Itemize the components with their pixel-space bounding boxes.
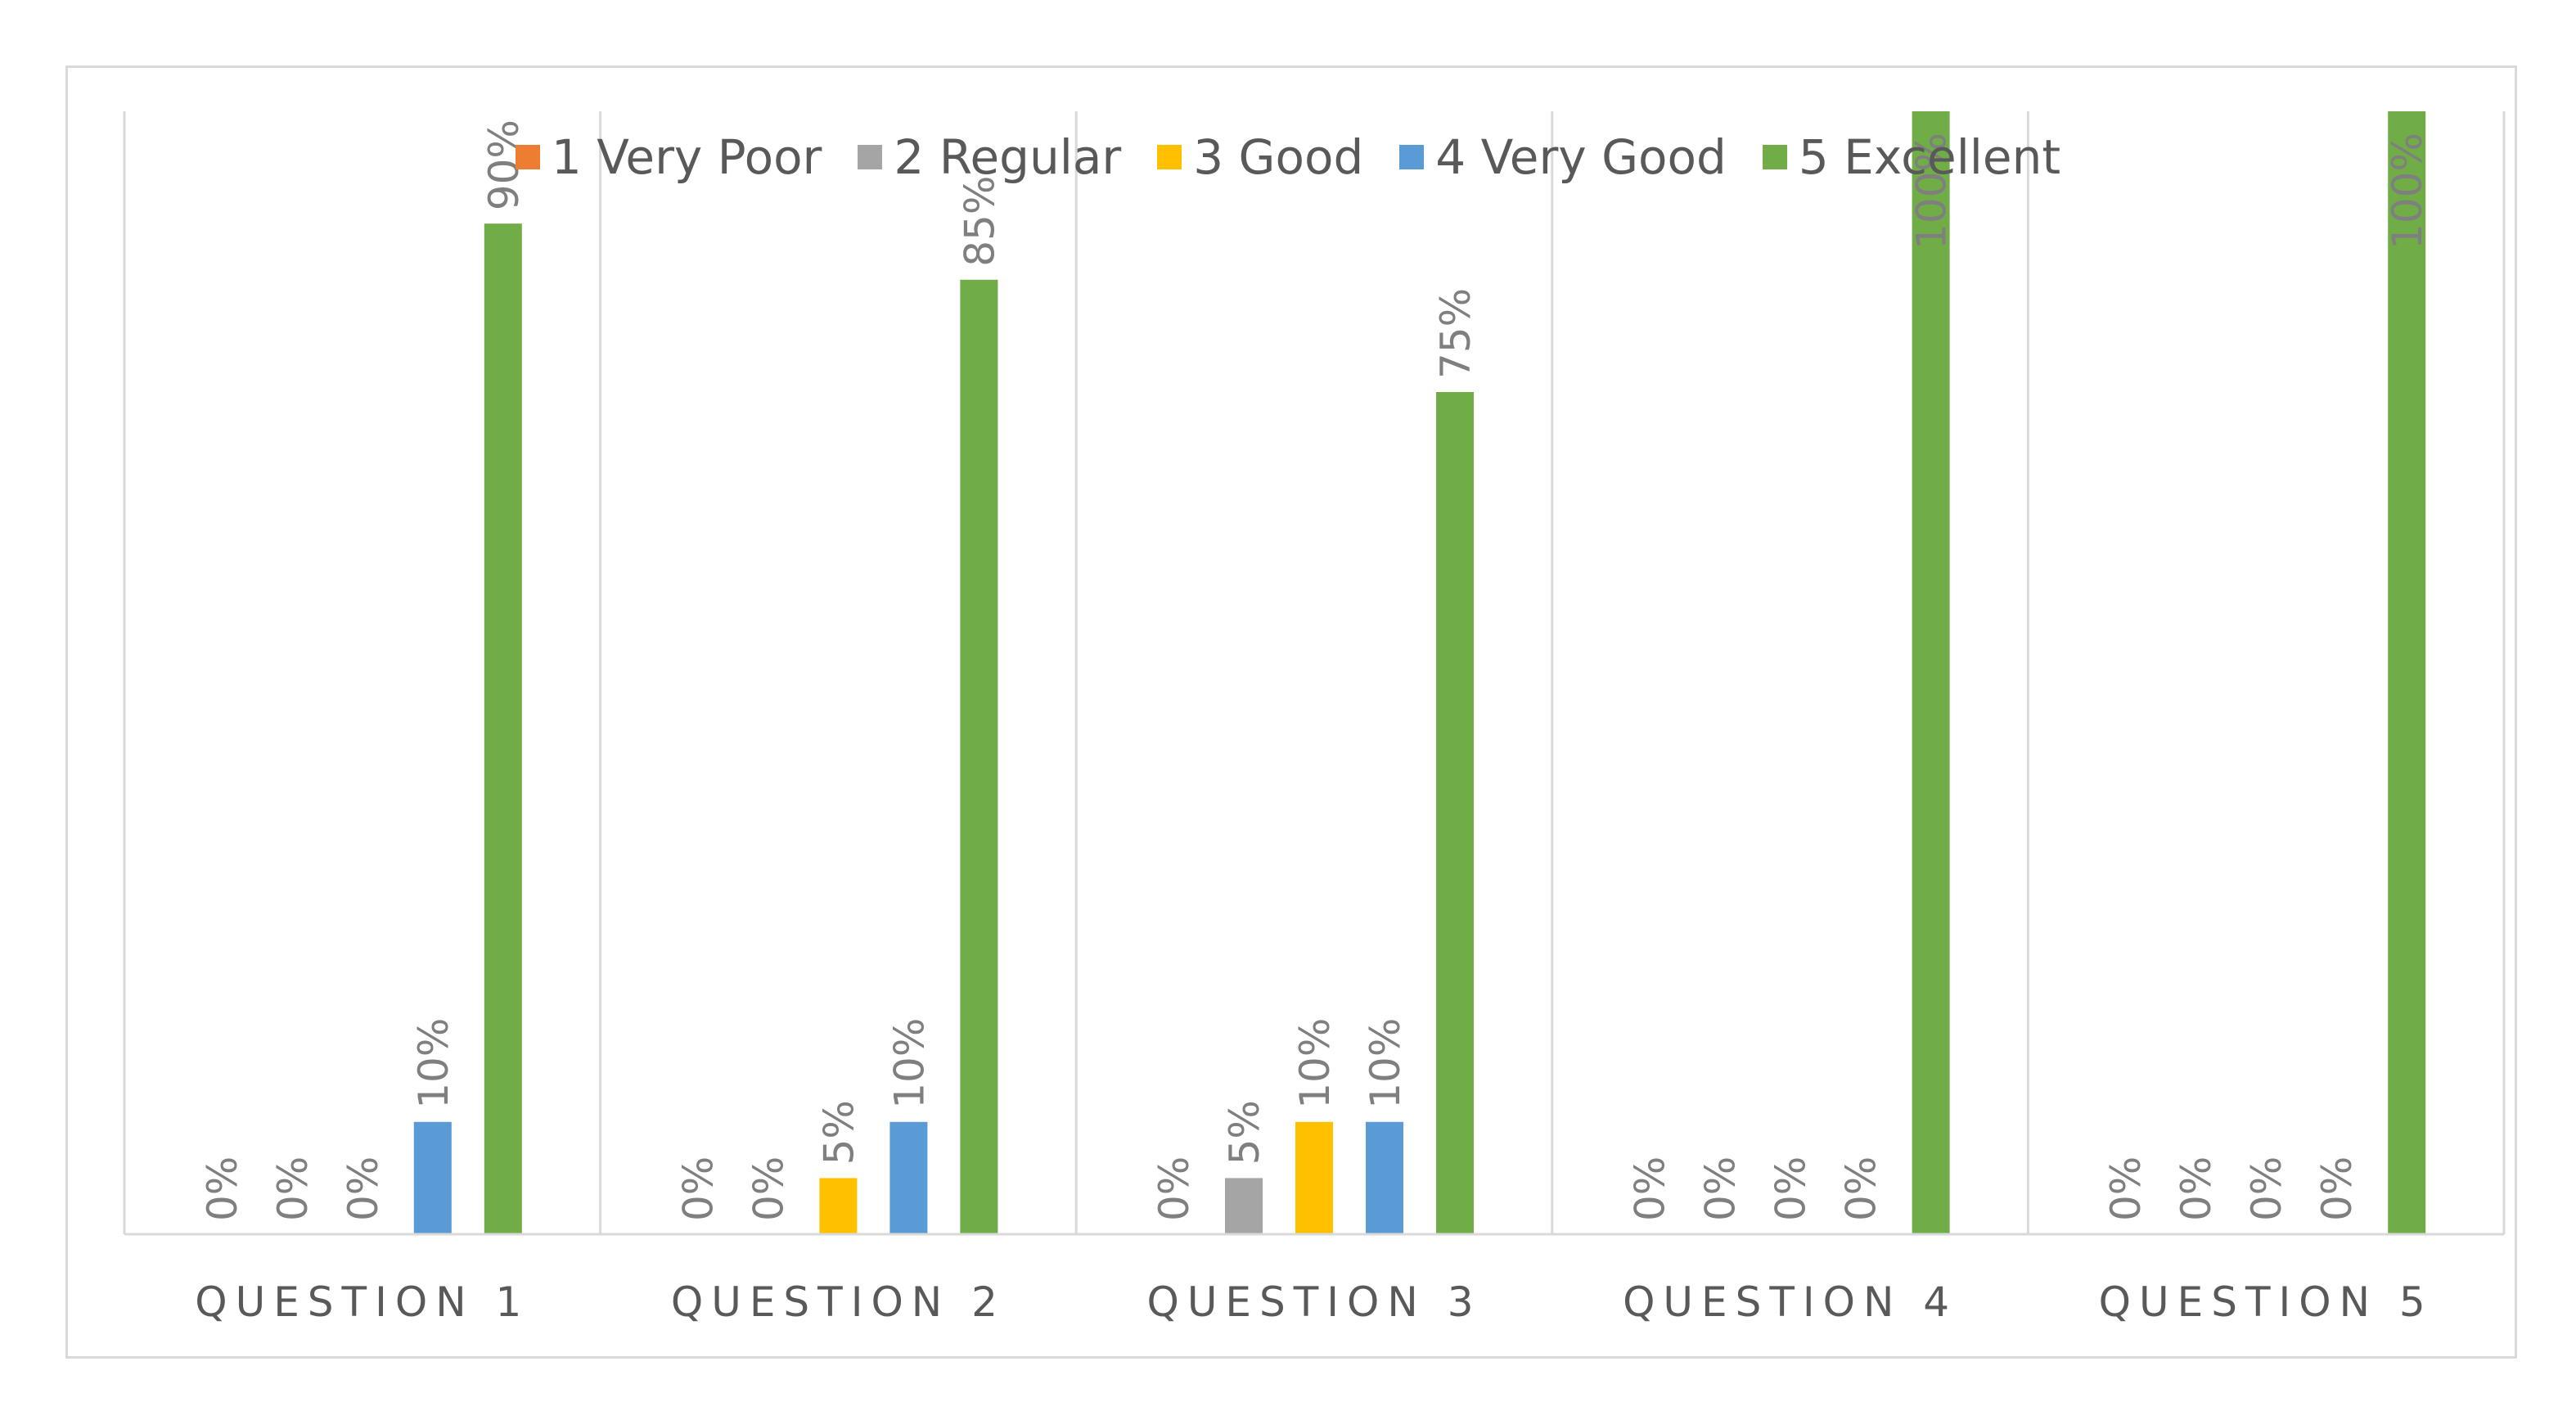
data-label: 10% bbox=[410, 1018, 457, 1109]
bar-3-4 bbox=[1366, 1121, 1403, 1234]
data-label: 0% bbox=[199, 1156, 246, 1221]
chart-frame bbox=[65, 65, 2517, 1359]
legend-label: 1 Very Poor bbox=[551, 129, 822, 185]
data-label: 100% bbox=[1908, 133, 1956, 250]
legend-item: 4 Very Good bbox=[1399, 129, 1727, 185]
data-label: 0% bbox=[2173, 1156, 2220, 1221]
legend-item: 1 Very Poor bbox=[515, 129, 822, 185]
legend-swatch bbox=[1762, 145, 1787, 169]
data-label: 75% bbox=[1432, 288, 1479, 379]
data-label: 0% bbox=[340, 1156, 387, 1221]
data-label: 0% bbox=[1768, 1156, 1815, 1221]
legend-swatch bbox=[858, 145, 883, 169]
bar-3-3 bbox=[1295, 1121, 1333, 1234]
category-label: QUESTION 3 bbox=[1146, 1278, 1481, 1326]
legend-swatch bbox=[1157, 145, 1182, 169]
bar-1-5 bbox=[484, 223, 522, 1235]
bar-3-5 bbox=[1436, 392, 1474, 1234]
data-label: 10% bbox=[1362, 1018, 1409, 1109]
data-label: 5% bbox=[1221, 1100, 1268, 1165]
legend-label: 2 Regular bbox=[894, 129, 1122, 185]
bar-3-2 bbox=[1225, 1178, 1263, 1234]
legend-swatch bbox=[515, 145, 540, 169]
legend-item: 2 Regular bbox=[858, 129, 1121, 185]
legend-swatch bbox=[1399, 145, 1425, 169]
bar-2-5 bbox=[960, 279, 998, 1234]
data-label: 0% bbox=[2313, 1156, 2361, 1221]
legend-item: 3 Good bbox=[1157, 129, 1363, 185]
data-label: 0% bbox=[674, 1156, 722, 1221]
data-label: 0% bbox=[2243, 1156, 2290, 1221]
data-label: 85% bbox=[956, 176, 1003, 267]
data-label: 0% bbox=[1151, 1156, 1198, 1221]
bar-2-3 bbox=[819, 1178, 858, 1234]
bar-5-5 bbox=[2388, 111, 2426, 1234]
data-label: 0% bbox=[1697, 1156, 1745, 1221]
data-label: 100% bbox=[2384, 133, 2431, 250]
bar-2-4 bbox=[889, 1121, 928, 1234]
legend-label: 4 Very Good bbox=[1435, 129, 1727, 185]
data-label: 0% bbox=[1838, 1156, 1885, 1221]
data-label: 10% bbox=[885, 1018, 933, 1109]
category-label: QUESTION 2 bbox=[671, 1278, 1006, 1326]
category-label: QUESTION 5 bbox=[2099, 1278, 2434, 1326]
bar-4-5 bbox=[1912, 111, 1950, 1234]
data-label: 0% bbox=[269, 1156, 317, 1221]
legend-label: 3 Good bbox=[1193, 129, 1364, 185]
data-label: 10% bbox=[1291, 1018, 1339, 1109]
legend-label: 5 Excellent bbox=[1798, 129, 2061, 185]
category-label: QUESTION 4 bbox=[1623, 1278, 1957, 1326]
bar-1-4 bbox=[413, 1121, 452, 1234]
data-label: 0% bbox=[1627, 1156, 1674, 1221]
legend-item: 5 Excellent bbox=[1762, 129, 2061, 185]
data-label: 5% bbox=[815, 1100, 862, 1165]
data-label: 0% bbox=[2102, 1156, 2150, 1221]
data-label: 0% bbox=[745, 1156, 792, 1221]
chart-legend: 1 Very Poor 2 Regular 3 Good 4 Very Good 5 E… bbox=[0, 124, 2576, 190]
category-label: QUESTION 1 bbox=[195, 1278, 529, 1326]
